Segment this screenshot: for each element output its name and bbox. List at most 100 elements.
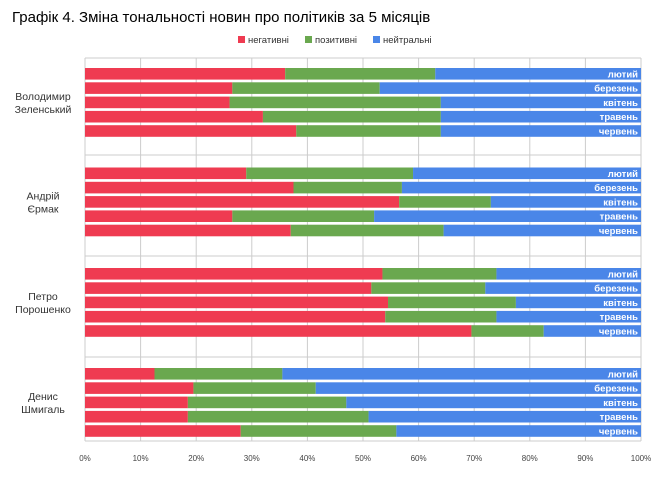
month-label: червень xyxy=(599,226,638,237)
month-label: квітень xyxy=(603,197,638,208)
legend-label: позитивні xyxy=(315,35,357,46)
x-tick-label: 70% xyxy=(466,454,482,463)
bar-segment xyxy=(85,382,194,394)
bar-segment xyxy=(85,310,386,323)
bar-segment xyxy=(262,110,441,123)
bar-segment xyxy=(346,396,641,409)
bar-segment xyxy=(435,68,641,80)
bar-segment xyxy=(193,382,316,394)
bar-segment xyxy=(496,268,641,280)
bar-segment xyxy=(399,196,491,208)
group-label: Порошенко xyxy=(15,304,71,316)
bar-segment xyxy=(187,396,347,409)
bar-segment xyxy=(85,282,372,294)
bar-segment xyxy=(443,224,641,237)
group-label: Єрмак xyxy=(27,203,58,215)
x-tick-label: 10% xyxy=(133,454,149,463)
legend: негативні позитивні нейтральні xyxy=(238,35,432,46)
bar-segment xyxy=(285,68,436,80)
bar-segment xyxy=(85,268,383,280)
bar-segment xyxy=(382,268,497,280)
bar-segment xyxy=(290,224,444,237)
bar-segment xyxy=(440,96,641,109)
x-tick-label: 20% xyxy=(188,454,204,463)
month-label: травень xyxy=(600,412,638,423)
bar-segment xyxy=(85,368,155,380)
chart-title: Графік 4. Зміна тональності новин про по… xyxy=(12,9,431,26)
month-label: березень xyxy=(594,284,638,295)
month-label: квітень xyxy=(603,398,638,409)
x-tick-label: 90% xyxy=(577,454,593,463)
month-label: лютий xyxy=(608,169,638,180)
x-tick-label: 100% xyxy=(631,454,651,463)
x-axis: 0% 10% 20% 30% 40% 50% 60% 70% 80% 90% 100% xyxy=(79,454,651,463)
month-label: червень xyxy=(599,327,638,338)
bar-segment xyxy=(85,167,247,180)
bar-segment xyxy=(85,96,230,109)
bar-segment xyxy=(85,181,294,194)
bar-segment xyxy=(413,167,641,180)
bar-segment xyxy=(85,410,188,423)
group-label: Денис xyxy=(28,391,58,403)
group-label: Зеленський xyxy=(15,104,72,116)
month-label: червень xyxy=(599,427,638,438)
x-tick-label: 50% xyxy=(355,454,371,463)
bar-segment xyxy=(496,310,641,323)
bar-segment xyxy=(471,325,544,337)
x-tick-label: 80% xyxy=(522,454,538,463)
bar-segment xyxy=(440,125,641,137)
bar-segment xyxy=(485,282,641,294)
bar-segment xyxy=(85,325,472,337)
bar-segment xyxy=(85,110,263,123)
bar-segment xyxy=(85,125,297,137)
legend-label: нейтральні xyxy=(383,35,432,46)
bar-segment xyxy=(368,410,641,423)
x-tick-label: 0% xyxy=(79,454,91,463)
bar-segment xyxy=(85,68,286,80)
bar-segment xyxy=(490,196,641,208)
x-tick-label: 60% xyxy=(411,454,427,463)
month-label: травень xyxy=(600,312,638,323)
month-label: лютий xyxy=(608,69,638,80)
group-label: Петро xyxy=(28,291,58,303)
bar-segment xyxy=(515,296,641,309)
bar-segment xyxy=(85,82,233,94)
bar-segment xyxy=(85,224,291,237)
legend-swatch xyxy=(305,36,312,43)
bar-segment xyxy=(232,210,375,222)
month-label: березень xyxy=(594,183,638,194)
bar-segment xyxy=(293,181,402,194)
bar-segment xyxy=(187,410,369,423)
bar-segment xyxy=(154,368,283,380)
month-label: квітень xyxy=(603,298,638,309)
legend-swatch xyxy=(373,36,380,43)
legend-swatch xyxy=(238,36,245,43)
bar-segment xyxy=(232,82,380,94)
bar-segment xyxy=(85,296,389,309)
bar-segment xyxy=(296,125,441,137)
month-label: березень xyxy=(594,84,638,95)
month-label: травень xyxy=(600,212,638,223)
month-label: квітень xyxy=(603,98,638,109)
legend-label: негативні xyxy=(248,35,289,46)
x-tick-label: 40% xyxy=(299,454,315,463)
bar-segment xyxy=(246,167,414,180)
month-label: лютий xyxy=(608,369,638,380)
month-label: травень xyxy=(600,112,638,123)
bar-segment xyxy=(371,282,486,294)
bar-segment xyxy=(440,110,641,123)
bar-segment xyxy=(85,196,400,208)
month-label: лютий xyxy=(608,269,638,280)
bar-segment xyxy=(396,425,641,437)
labels: лютий березень квітень травень червень Володи… xyxy=(15,69,638,437)
bar-segment xyxy=(385,310,497,323)
month-label: червень xyxy=(599,127,638,138)
x-tick-label: 30% xyxy=(244,454,260,463)
group-label: Андрій xyxy=(27,190,60,202)
bar-segment xyxy=(401,181,641,194)
bar-segment xyxy=(315,382,641,394)
bar-segment xyxy=(388,296,516,309)
group-label: Шмигаль xyxy=(21,404,65,416)
month-label: березень xyxy=(594,384,638,395)
